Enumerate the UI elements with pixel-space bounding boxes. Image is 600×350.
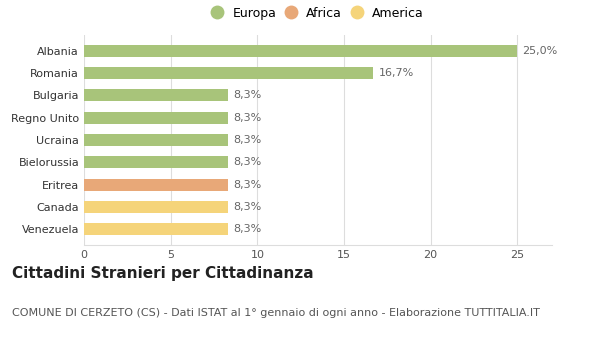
Bar [84,67,373,79]
Bar [84,89,228,101]
Text: 8,3%: 8,3% [233,135,262,145]
Text: COMUNE DI CERZETO (CS) - Dati ISTAT al 1° gennaio di ogni anno - Elaborazione TU: COMUNE DI CERZETO (CS) - Dati ISTAT al 1… [12,308,540,318]
Text: 25,0%: 25,0% [523,46,558,56]
Text: 8,3%: 8,3% [233,202,262,212]
Text: 8,3%: 8,3% [233,180,262,190]
Bar [84,201,228,213]
Bar [84,178,228,191]
Legend: Europa, Africa, America: Europa, Africa, America [209,4,427,24]
Bar [84,44,517,57]
Text: Cittadini Stranieri per Cittadinanza: Cittadini Stranieri per Cittadinanza [12,266,314,281]
Bar [84,223,228,236]
Text: 8,3%: 8,3% [233,158,262,167]
Text: 8,3%: 8,3% [233,224,262,234]
Bar [84,134,228,146]
Text: 8,3%: 8,3% [233,113,262,122]
Text: 16,7%: 16,7% [379,68,414,78]
Bar [84,112,228,124]
Bar [84,156,228,168]
Text: 8,3%: 8,3% [233,90,262,100]
